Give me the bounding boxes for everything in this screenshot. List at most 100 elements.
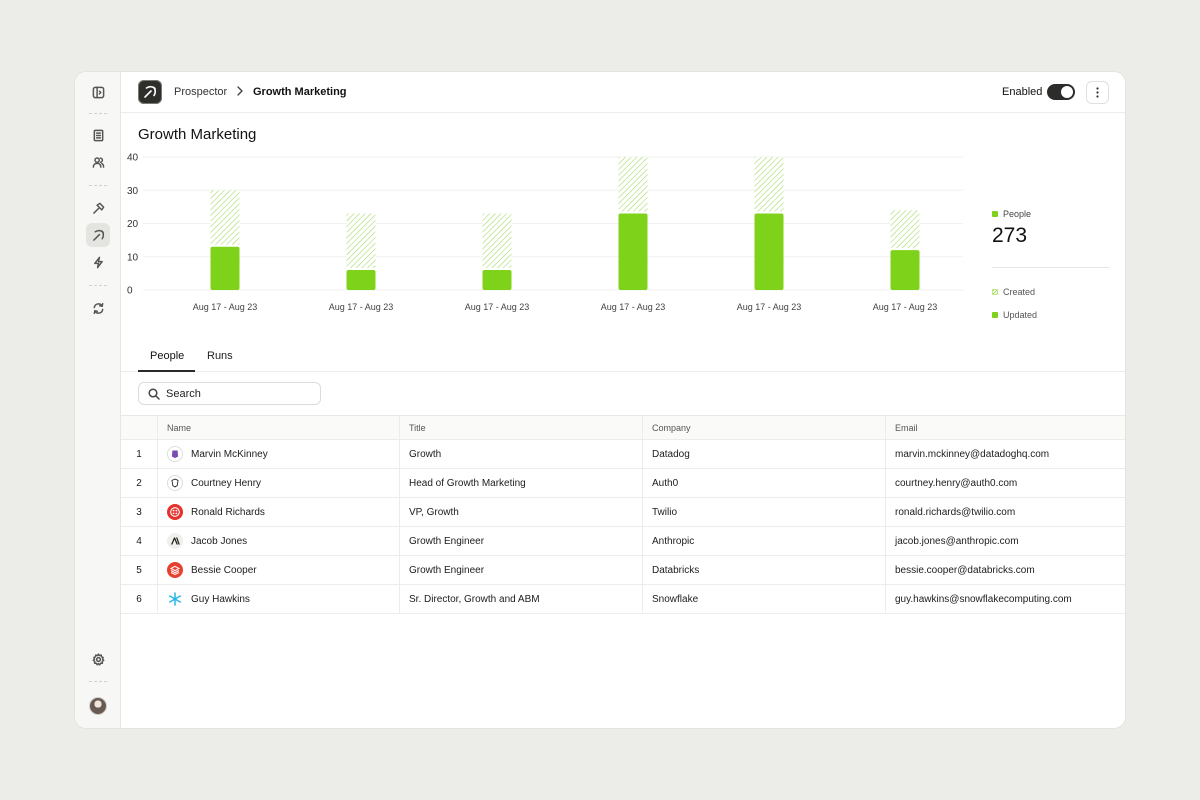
table-row[interactable]: 2 Courtney Henry Head of Growth Marketin… [121, 469, 1125, 498]
person-name: Bessie Cooper [191, 564, 257, 576]
title-cell: VP, Growth [399, 498, 642, 526]
tab-bar: People Runs [121, 338, 1125, 372]
y-tick-label: 0 [127, 286, 133, 297]
column-header-title[interactable]: Title [399, 416, 642, 439]
user-avatar[interactable] [89, 697, 107, 715]
table-row[interactable]: 6 Guy Hawkins Sr. Director, Growth and A… [121, 585, 1125, 614]
refresh-icon [93, 302, 103, 314]
x-category-label: Aug 17 - Aug 23 [737, 302, 802, 312]
hammer-icon [92, 202, 104, 214]
twilio-logo [167, 504, 183, 520]
building-icon [93, 129, 103, 141]
x-category-label: Aug 17 - Aug 23 [193, 302, 258, 312]
title-cell: Head of Growth Marketing [399, 469, 642, 497]
legend-updated-label: Updated [1003, 310, 1038, 320]
name-cell[interactable]: Ronald Richards [157, 498, 399, 526]
toggle-knob [1061, 86, 1073, 98]
x-category-label: Aug 17 - Aug 23 [873, 302, 938, 312]
bar-created[interactable] [346, 213, 376, 269]
bar-updated[interactable] [482, 270, 512, 290]
legend-created: Created [992, 287, 1035, 297]
search-input[interactable] [166, 386, 316, 402]
rail-automations-button[interactable] [86, 250, 110, 274]
email-cell: courtney.henry@auth0.com [885, 469, 1125, 497]
title-cell: Growth [399, 440, 642, 468]
panel-divider [992, 267, 1110, 268]
row-index: 5 [136, 564, 142, 576]
sidebar-toggle-button[interactable] [86, 80, 110, 104]
bar-created[interactable] [482, 213, 512, 269]
bar-created[interactable] [618, 157, 648, 212]
row-index: 6 [136, 593, 142, 605]
name-cell[interactable]: Marvin McKinney [157, 440, 399, 468]
bar-updated[interactable] [618, 213, 648, 290]
people-table: Name Title Company Email 1 Marvin McKinn… [121, 415, 1125, 614]
person-name: Courtney Henry [191, 477, 262, 489]
bar-updated[interactable] [346, 270, 376, 290]
email-cell: marvin.mckinney@datadoghq.com [885, 440, 1125, 468]
sidebar-toggle-icon [92, 86, 104, 98]
column-header-name[interactable]: Name [157, 416, 399, 439]
table-row[interactable]: 4 Jacob Jones Growth Engineer Anthropic … [121, 527, 1125, 556]
name-cell[interactable]: Guy Hawkins [157, 585, 399, 613]
gear-icon [92, 652, 104, 666]
y-tick-label: 30 [127, 186, 139, 197]
table-row[interactable]: 5 Bessie Cooper Growth Engineer Databric… [121, 556, 1125, 585]
rail-companies-button[interactable] [86, 123, 110, 147]
datadog-logo [167, 446, 183, 462]
bar-created[interactable] [754, 157, 784, 212]
bar-updated[interactable] [890, 250, 920, 290]
name-cell[interactable]: Bessie Cooper [157, 556, 399, 584]
anthropic-logo [167, 533, 183, 549]
company-cell: Datadog [642, 440, 885, 468]
email-cell: ronald.richards@twilio.com [885, 498, 1125, 526]
databricks-logo [167, 562, 183, 578]
company-cell: Databricks [642, 556, 885, 584]
snowflake-logo [167, 591, 183, 607]
company-cell: Twilio [642, 498, 885, 526]
column-header-company[interactable]: Company [642, 416, 885, 439]
breadcrumb-parent-link[interactable]: Prospector [174, 86, 228, 98]
people-label: People [1003, 209, 1032, 219]
y-tick-label: 20 [127, 219, 139, 230]
y-tick-label: 10 [127, 252, 139, 263]
more-vertical-icon [1096, 87, 1099, 98]
users-icon [92, 156, 104, 168]
breadcrumb-current: Growth Marketing [253, 86, 347, 98]
company-cell: Anthropic [642, 527, 885, 555]
column-header-email[interactable]: Email [885, 416, 1125, 439]
legend-swatch-updated [992, 312, 998, 318]
bar-updated[interactable] [754, 213, 784, 290]
rail-divider [89, 681, 107, 682]
top-bar: Prospector Growth Marketing Enabled [121, 72, 1125, 113]
person-name: Guy Hawkins [191, 593, 250, 605]
row-index: 3 [136, 506, 142, 518]
rail-divider [89, 185, 107, 186]
chevron-right-icon [235, 84, 245, 98]
person-name: Ronald Richards [191, 506, 265, 518]
name-cell[interactable]: Courtney Henry [157, 469, 399, 497]
rail-sync-button[interactable] [86, 296, 110, 320]
tab-runs[interactable]: Runs [207, 350, 233, 362]
icon-rail [75, 72, 121, 728]
tab-people[interactable]: People [150, 350, 185, 362]
pickaxe-icon [92, 229, 104, 241]
people-legend: People [992, 209, 1031, 219]
bar-created[interactable] [890, 210, 920, 249]
more-options-button[interactable] [1086, 81, 1109, 104]
legend-created-label: Created [1003, 287, 1036, 297]
rail-settings-button[interactable] [86, 647, 110, 671]
table-row[interactable]: 1 Marvin McKinney Growth Datadog marvin.… [121, 440, 1125, 469]
enabled-toggle[interactable] [1047, 84, 1075, 100]
pickaxe-icon [144, 85, 157, 98]
bar-created[interactable] [210, 190, 240, 245]
name-cell[interactable]: Jacob Jones [157, 527, 399, 555]
rail-build-button[interactable] [86, 196, 110, 220]
bar-updated[interactable] [210, 246, 240, 290]
table-row[interactable]: 3 Ronald Richards VP, Growth Twilio rona… [121, 498, 1125, 527]
people-bar-chart: 0 10 20 30 40 Aug 17 - Aug 23 Aug 17 - Aug 23 A… [127, 153, 963, 312]
rail-people-button[interactable] [86, 150, 110, 174]
rail-prospector-button[interactable] [86, 223, 110, 247]
index-header [121, 416, 157, 439]
email-cell: bessie.cooper@databricks.com [885, 556, 1125, 584]
